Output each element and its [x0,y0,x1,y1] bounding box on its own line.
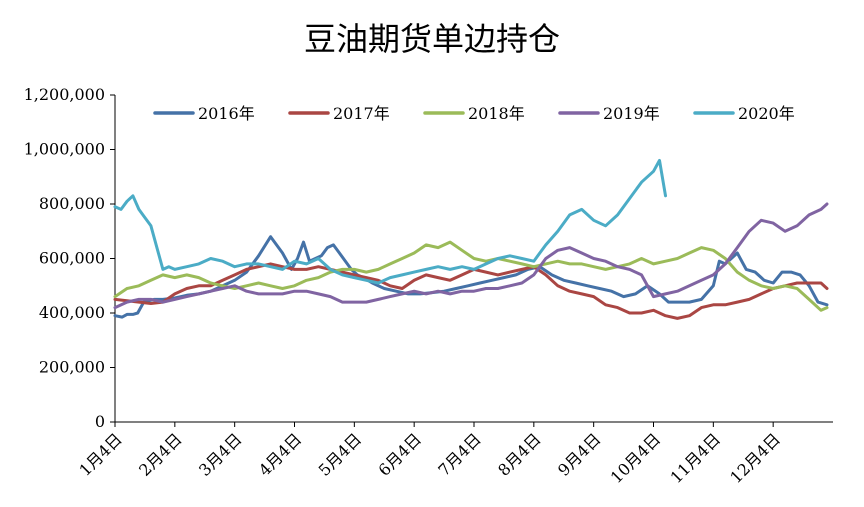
legend-label-2: 2018年 [468,104,525,123]
x-tick-label: 11月4日 [666,429,724,487]
series-lines [113,158,829,320]
y-tick-label: 1,000,000 [24,140,105,159]
x-tick-label: 5月4日 [315,429,365,479]
series-line-4 [113,158,667,285]
legend-label-0: 2016年 [198,104,255,123]
legend-label-3: 2019年 [603,104,660,123]
legend-label-4: 2020年 [738,104,795,123]
x-tick-label: 7月4日 [434,429,484,479]
y-tick-label: 400,000 [39,303,105,322]
x-tick-label: 6月4日 [375,429,425,479]
chart-title: 豆油期货单边持仓 [304,20,560,58]
x-tick-label: 10月4日 [607,429,665,487]
y-tick-label: 0 [95,412,105,431]
x-tick-label: 1月4日 [75,429,125,479]
x-tick-label: 8月4日 [494,429,544,479]
x-axis-ticks: 1月4日 2月4日 3月4日 4月4日 5月4日 6月4日 7月4日 8月4日 9月4日 10月4… [75,422,784,487]
y-tick-label: 600,000 [39,249,105,268]
x-tick-label: 3月4日 [195,429,245,479]
y-axis-ticks: 0 200,000 400,000 600,000 800,000 1,000,000 1,… [24,85,115,431]
x-tick-label: 2月4日 [135,429,185,479]
y-tick-label: 200,000 [39,358,105,377]
series-line-3 [113,202,829,310]
y-tick-label: 800,000 [39,194,105,213]
x-tick-label: 9月4日 [554,429,604,479]
series-line-2 [113,240,829,312]
x-tick-label: 4月4日 [255,429,305,479]
legend-label-1: 2017年 [333,104,390,123]
y-tick-label: 1,200,000 [24,85,105,104]
legend: 2016年 2017年 2018年 2019年 2020年 [153,104,795,123]
x-tick-label: 12月4日 [726,429,784,487]
